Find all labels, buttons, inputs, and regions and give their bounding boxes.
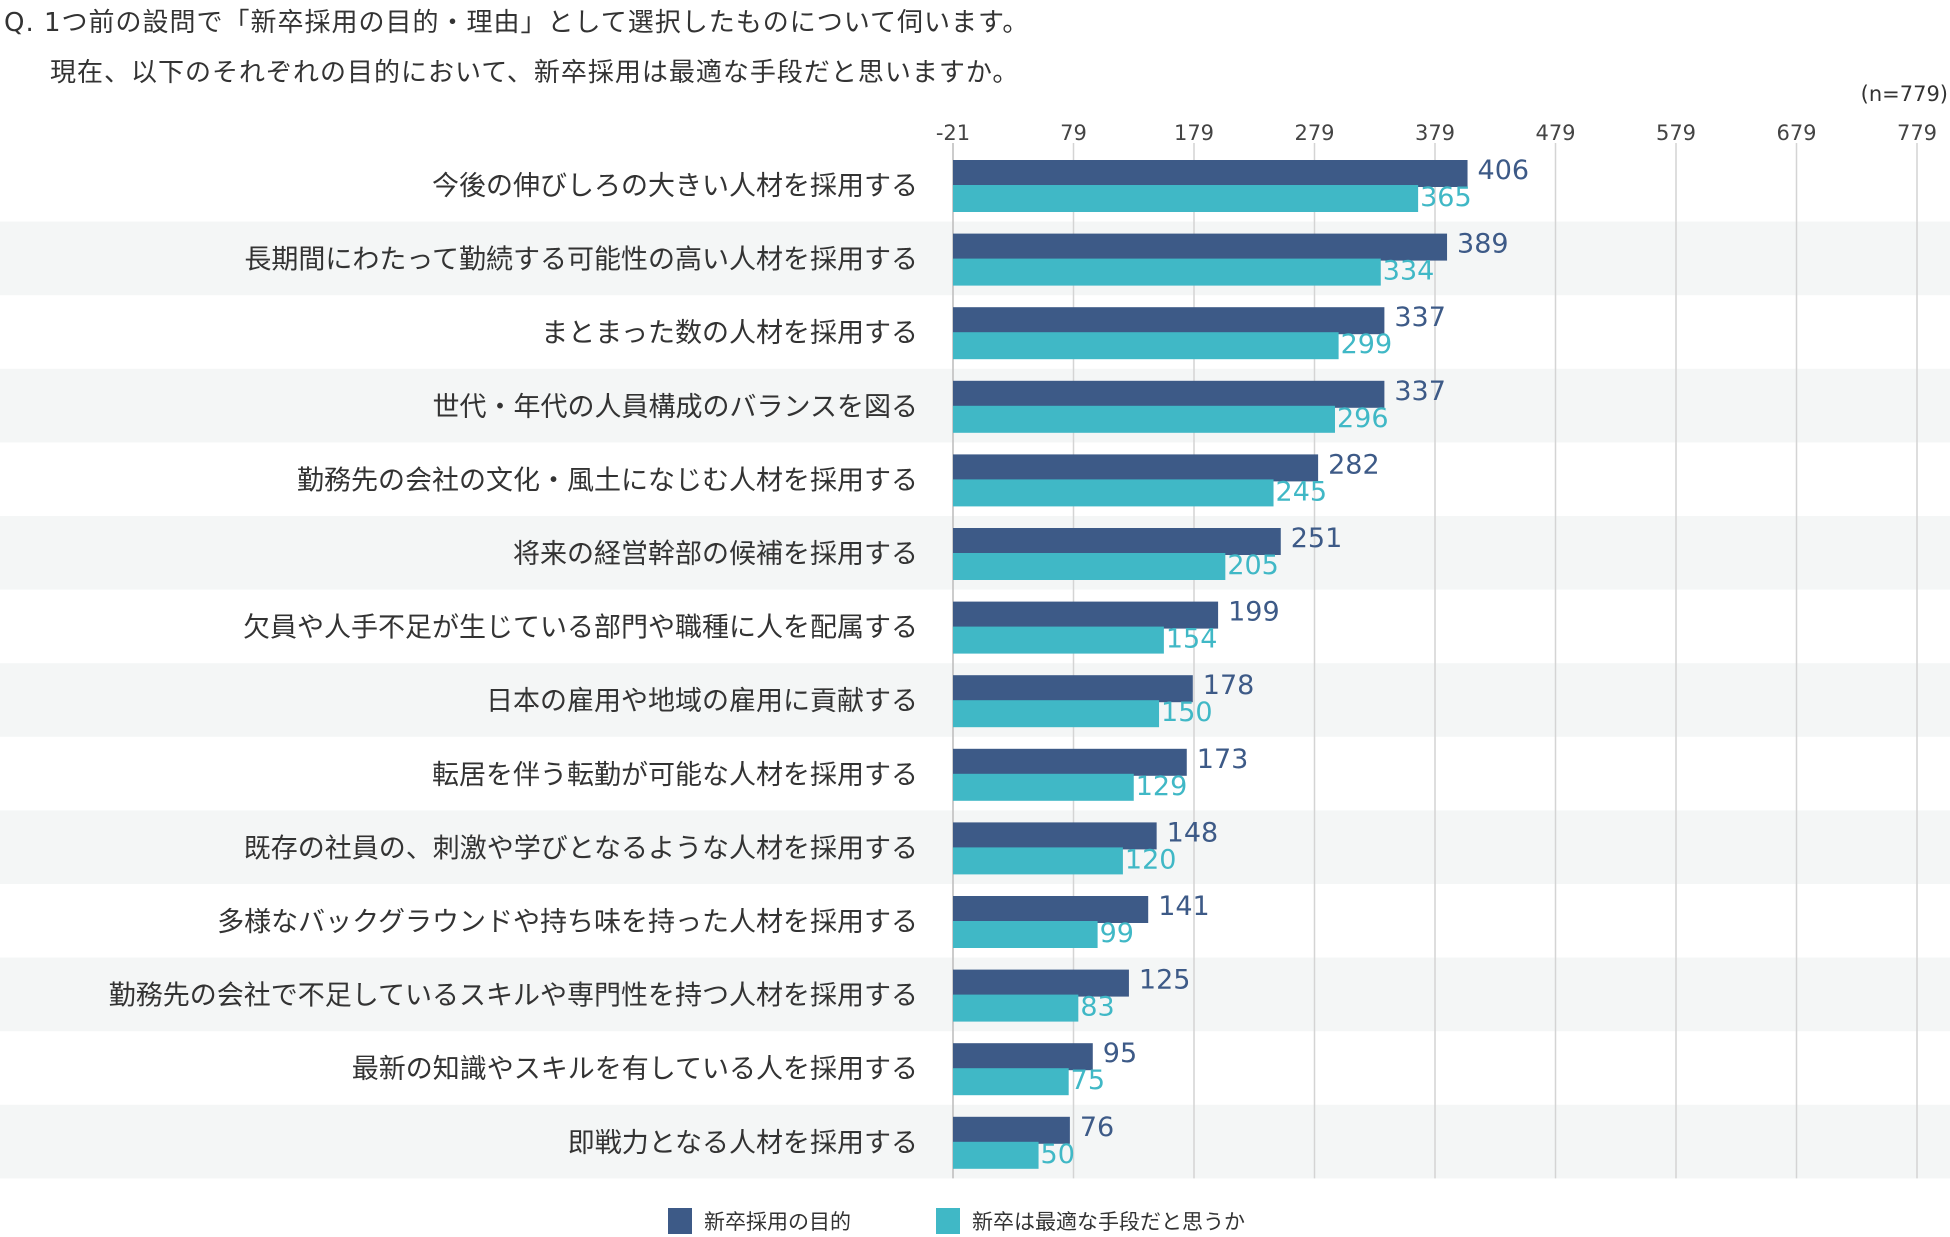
category-label: 日本の雇用や地域の雇用に貢献する — [486, 686, 918, 717]
value-label-purpose: 148 — [1167, 817, 1219, 848]
category-label: 既存の社員の、刺激や学びとなるような人材を採用する — [244, 833, 918, 864]
legend-swatch-purpose — [668, 1208, 692, 1234]
category-label: 今後の伸びしろの大きい人材を採用する — [432, 171, 918, 202]
bar-optimal — [953, 1141, 1039, 1169]
value-label-purpose: 199 — [1228, 597, 1280, 628]
value-label-purpose: 389 — [1457, 229, 1509, 260]
bar-purpose — [953, 380, 1385, 408]
value-label-purpose: 282 — [1328, 449, 1380, 480]
x-tick-label: 379 — [1415, 121, 1455, 145]
x-tick-label: -21 — [936, 121, 970, 145]
category-label: 世代・年代の人員構成のバランスを図る — [433, 392, 918, 423]
value-label-optimal: 205 — [1227, 550, 1279, 581]
category-label: 転居を伴う転勤が可能な人材を採用する — [432, 760, 918, 791]
value-label-optimal: 99 — [1100, 918, 1134, 949]
legend-item-purpose: 新卒採用の目的 — [668, 1206, 851, 1236]
question-line-2: 現在、以下のそれぞれの目的において、新卒採用は最適な手段だと思いますか。 — [50, 58, 1020, 88]
value-label-purpose: 251 — [1291, 523, 1343, 554]
value-label-optimal: 154 — [1166, 624, 1218, 655]
legend-swatch-optimal — [936, 1208, 960, 1234]
value-label-optimal: 120 — [1125, 844, 1177, 875]
value-label-optimal: 50 — [1041, 1139, 1075, 1170]
x-tick-label: 279 — [1294, 121, 1334, 145]
bar-optimal — [953, 185, 1419, 212]
category-label: 多様なバックグラウンドや持ち味を持った人材を採用する — [217, 907, 918, 938]
bar-purpose — [953, 969, 1129, 997]
bar-purpose — [953, 233, 1448, 261]
x-tick-label: 179 — [1174, 121, 1214, 145]
bar-purpose — [953, 160, 1468, 187]
category-label: 長期間にわたって勤続する可能性の高い人材を採用する — [244, 245, 918, 276]
x-tick-label: 479 — [1535, 121, 1575, 145]
x-tick-label: 679 — [1776, 121, 1816, 145]
value-label-purpose: 337 — [1394, 376, 1446, 407]
value-label-purpose: 141 — [1158, 891, 1210, 922]
bar-optimal — [953, 847, 1123, 875]
x-tick-label: 779 — [1897, 121, 1937, 145]
sample-size: (n=779) — [1860, 82, 1948, 106]
bar-optimal — [953, 258, 1381, 286]
value-label-purpose: 95 — [1103, 1038, 1137, 1069]
bar-optimal — [953, 553, 1226, 580]
question-line-1: Q. 1つ前の設問で「新卒採用の目的・理由」として選択したものについて伺います。 — [4, 8, 1030, 38]
bar-purpose — [953, 601, 1219, 629]
value-label-purpose: 178 — [1203, 670, 1255, 701]
bar-purpose — [953, 528, 1281, 555]
bar-optimal — [953, 405, 1335, 433]
value-label-optimal: 245 — [1276, 476, 1328, 507]
value-label-purpose: 406 — [1478, 155, 1530, 186]
bar-purpose — [953, 675, 1193, 703]
value-label-optimal: 365 — [1420, 182, 1472, 213]
x-tick-label: 579 — [1656, 121, 1696, 145]
bar-optimal — [953, 700, 1160, 728]
category-label: 最新の知識やスキルを有している人を採用する — [352, 1054, 918, 1085]
legend-label-purpose: 新卒採用の目的 — [704, 1210, 851, 1234]
bar-optimal — [953, 479, 1274, 507]
value-label-purpose: 125 — [1139, 965, 1191, 996]
value-label-optimal: 296 — [1337, 403, 1389, 434]
bar-optimal — [953, 921, 1098, 948]
value-label-optimal: 75 — [1071, 1065, 1105, 1096]
bar-purpose — [953, 748, 1187, 776]
bar-optimal — [953, 1068, 1069, 1096]
bar-purpose — [953, 1116, 1070, 1144]
bar-optimal — [953, 773, 1134, 801]
value-label-optimal: 150 — [1161, 697, 1213, 728]
value-label-optimal: 334 — [1383, 256, 1435, 287]
bar-optimal — [953, 332, 1339, 360]
bar-purpose — [953, 896, 1149, 923]
bar-optimal — [953, 994, 1079, 1022]
value-label-optimal: 83 — [1080, 992, 1114, 1023]
category-label: 勤務先の会社で不足しているスキルや専門性を持つ人材を採用する — [109, 981, 918, 1012]
x-tick-label: 79 — [1060, 121, 1087, 145]
category-label: 即戦力となる人材を採用する — [568, 1128, 918, 1159]
category-label: 将来の経営幹部の候補を採用する — [513, 539, 918, 570]
bar-purpose — [953, 307, 1385, 335]
category-label: 勤務先の会社の文化・風土になじむ人材を採用する — [297, 465, 918, 496]
category-label: まとまった数の人材を採用する — [541, 318, 918, 349]
legend-label-optimal: 新卒は最適な手段だと思うか — [972, 1210, 1245, 1234]
category-label: 欠員や人手不足が生じている部門や職種に人を配属する — [243, 613, 918, 644]
bar-purpose — [953, 1043, 1093, 1071]
value-label-optimal: 129 — [1136, 771, 1188, 802]
bar-optimal — [953, 626, 1164, 654]
value-label-purpose: 76 — [1080, 1112, 1114, 1143]
value-label-optimal: 299 — [1341, 329, 1393, 360]
legend-item-optimal: 新卒は最適な手段だと思うか — [936, 1206, 1245, 1236]
bar-purpose — [953, 822, 1157, 850]
value-label-purpose: 337 — [1394, 302, 1446, 333]
bar-purpose — [953, 454, 1319, 482]
value-label-purpose: 173 — [1197, 744, 1249, 775]
